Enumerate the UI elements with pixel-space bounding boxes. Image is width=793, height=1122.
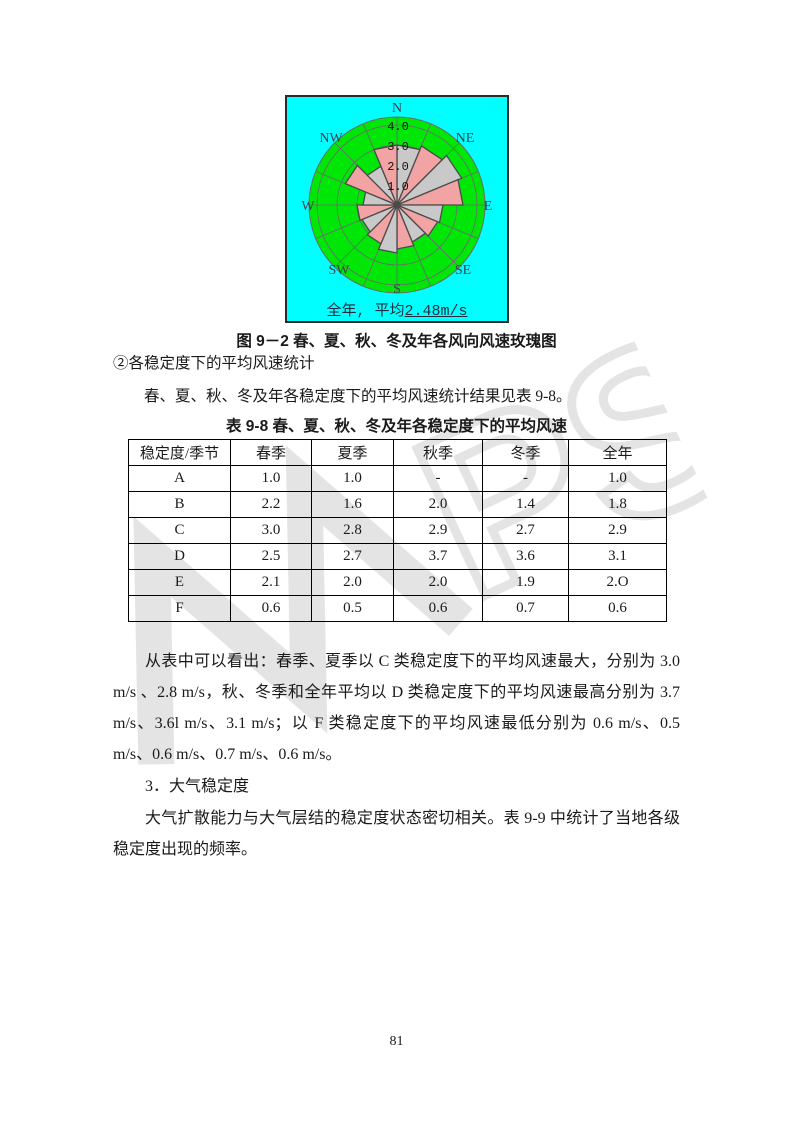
stability-class-cell: E	[128, 569, 231, 596]
table-title: 表 9-8 春、夏、秋、冬及年各稳定度下的平均风速	[225, 418, 568, 435]
value-cell: 0.6	[393, 595, 483, 622]
value-cell: 2.9	[393, 517, 483, 544]
page-number: 81	[389, 1034, 404, 1049]
stability-paragraph: 大气扩散能力与大气层结的稳定度状态密切相关。表 9-9 中统计了当地各级稳定度出…	[113, 810, 680, 858]
value-cell: 0.5	[311, 595, 394, 622]
table-header-cell: 夏季	[311, 439, 394, 466]
value-cell: 1.0	[568, 465, 667, 492]
figure-caption: 图 9－2 春、夏、秋、冬及年各风向风速玫瑰图	[236, 333, 557, 350]
value-cell: 2.7	[482, 517, 569, 544]
value-cell: 1.8	[568, 491, 667, 518]
value-cell: 2.7	[311, 543, 394, 570]
compass-label: W	[301, 199, 315, 214]
value-cell: 1.0	[311, 465, 394, 492]
value-cell: 2.0	[311, 569, 394, 596]
value-cell: -	[482, 465, 569, 492]
compass-label: NW	[319, 131, 343, 146]
ring-tick-label: 4.0	[387, 120, 409, 134]
avg-wind-speed-table: 稳定度/季节 春季 夏季 秋季 冬季 全年 A 1.0 1.0- -1.0 B 2.2 1.6 2.0 1…	[128, 439, 667, 622]
table-body: A 1.0 1.0- -1.0 B 2.2 1.6 2.0 1.4 1.8 C 3.0 2.8 2.9 2.…	[128, 465, 667, 622]
sub-heading: ②各稳定度下的平均风速统计	[113, 355, 315, 372]
table-header-cell: 稳定度/季节	[128, 439, 231, 466]
value-cell: 3.0	[230, 517, 312, 544]
rose-center-dot	[394, 202, 400, 208]
table-header-row: 稳定度/季节 春季 夏季 秋季 冬季 全年	[128, 439, 667, 466]
value-cell: -	[393, 465, 483, 492]
value-cell: 2.0	[393, 491, 483, 518]
page-content: 图 9－2 春、夏、秋、冬及年各风向风速玫瑰图 ②各稳定度下的平均风速统计 春、…	[113, 331, 680, 865]
value-cell: 2.1	[230, 569, 312, 596]
value-cell: 1.9	[482, 569, 569, 596]
value-cell: 2.0	[393, 569, 483, 596]
table-row: F 0.6 0.5 0.6 0.7 0.6	[128, 595, 667, 622]
value-cell: 3.6	[482, 543, 569, 570]
ring-tick-label: 1.0	[387, 180, 409, 194]
wind-rose-chart: 1.0 2.0 3.0 4.0 N NE E SE S SW W NW	[301, 101, 493, 297]
value-cell: 1.4	[482, 491, 569, 518]
compass-label: SW	[329, 263, 351, 278]
stability-class-cell: D	[128, 543, 231, 570]
annotation-prefix: 全年, 平均	[326, 303, 405, 320]
table-header-cell: 春季	[230, 439, 312, 466]
value-cell: 3.7	[393, 543, 483, 570]
table-row: E 2.1 2.0 2.0 1.9 2.O	[128, 569, 667, 596]
table-header-cell: 秋季	[393, 439, 483, 466]
section-heading: 3．大气稳定度	[145, 778, 250, 795]
value-cell: 0.6	[568, 595, 667, 622]
stability-class-cell: F	[128, 595, 231, 622]
compass-label: S	[393, 282, 401, 297]
value-cell: 1.6	[311, 491, 394, 518]
table-row: A 1.0 1.0- -1.0	[128, 465, 667, 492]
ring-tick-label: 2.0	[387, 160, 409, 174]
table-row: C 3.0 2.8 2.9 2.7 2.9	[128, 517, 667, 544]
table-row: B 2.2 1.6 2.0 1.4 1.8	[128, 491, 667, 518]
ring-tick-label: 3.0	[387, 140, 409, 154]
table-header-cell: 冬季	[482, 439, 569, 466]
table-header-cell: 全年	[568, 439, 667, 466]
compass-label: E	[484, 199, 493, 214]
value-cell: 3.1	[568, 543, 667, 570]
analysis-paragraph: 从表中可以看出：春季、夏季以 C 类稳定度下的平均风速最大，分别为 3.0 m/…	[113, 653, 680, 763]
stability-class-cell: C	[128, 517, 231, 544]
value-cell: 2.9	[568, 517, 667, 544]
value-cell: 2.O	[568, 569, 667, 596]
stability-class-cell: A	[128, 465, 231, 492]
wind-rose-figure: 1.0 2.0 3.0 4.0 N NE E SE S SW W NW 全年, 平均2.48m/s	[285, 95, 509, 323]
annotation-value: 2.48m/s	[404, 303, 468, 320]
compass-label: NE	[456, 131, 475, 146]
compass-label: SE	[455, 263, 471, 278]
value-cell: 2.8	[311, 517, 394, 544]
lead-paragraph: 春、夏、秋、冬及年各稳定度下的平均风速统计结果见表 9-8。	[144, 388, 572, 405]
value-cell: 2.5	[230, 543, 312, 570]
value-cell: 0.7	[482, 595, 569, 622]
value-cell: 0.6	[230, 595, 312, 622]
wind-rose-petal	[373, 144, 398, 206]
value-cell: 1.0	[230, 465, 312, 492]
value-cell: 2.2	[230, 491, 312, 518]
stability-class-cell: B	[128, 491, 231, 518]
wind-rose-annotation: 全年, 平均2.48m/s	[287, 299, 507, 320]
table-row: D 2.5 2.7 3.7 3.6 3.1	[128, 543, 667, 570]
compass-label: N	[392, 101, 402, 116]
